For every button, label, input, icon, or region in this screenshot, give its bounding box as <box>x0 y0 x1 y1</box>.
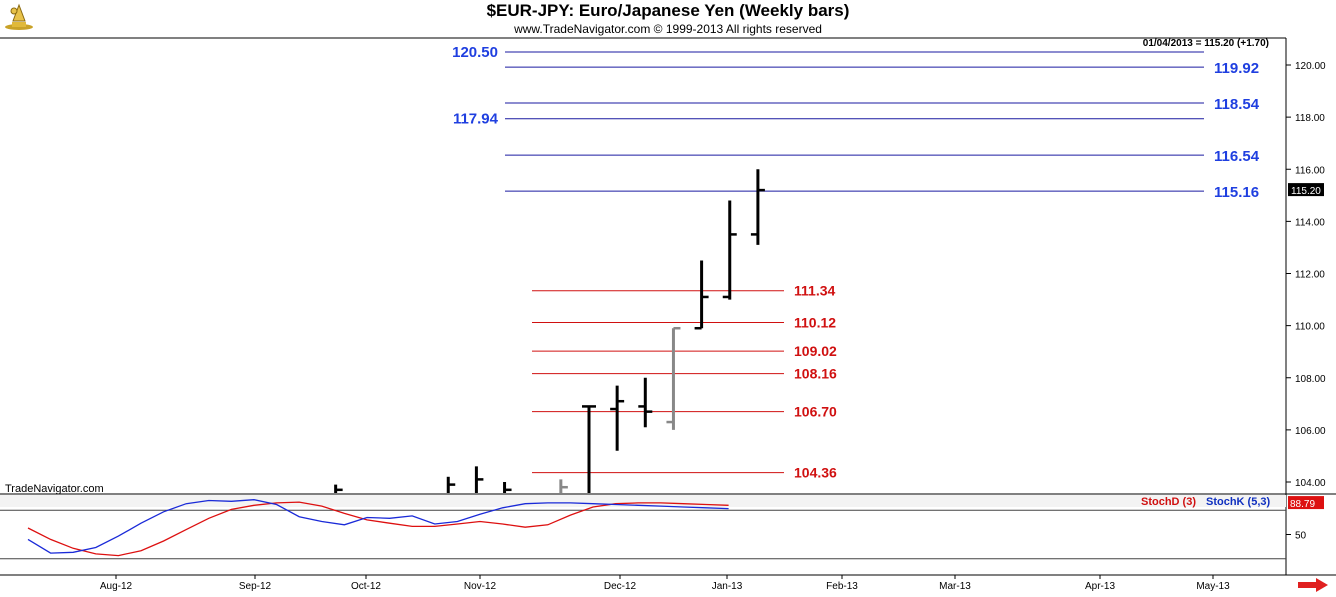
stochk-legend: StochK (5,3) <box>1206 496 1271 508</box>
time-tick-label: Apr-13 <box>1085 581 1115 592</box>
resistance-label: 115.16 <box>1214 184 1259 201</box>
support-label: 111.34 <box>794 283 835 299</box>
last-price-tag <box>1288 183 1324 197</box>
stoch-tick-label: 50 <box>1295 531 1307 542</box>
trade-navigator-logo-icon <box>2 2 36 32</box>
support-label: 108.16 <box>794 366 837 382</box>
price-tick-label: 104.00 <box>1295 478 1326 489</box>
copyright-text: www.TradeNavigator.com © 1999-2013 All r… <box>514 22 822 36</box>
last-price-tag-label: 115.20 <box>1291 186 1321 197</box>
time-tick-label: May-13 <box>1196 581 1230 592</box>
time-tick-label: Nov-12 <box>464 581 497 592</box>
resistance-label: 119.92 <box>1214 60 1259 77</box>
last-price-info: 01/04/2013 = 115.20 (+1.70) <box>1143 38 1269 49</box>
support-label: 106.70 <box>794 404 837 420</box>
resistance-label: 120.50 <box>452 44 498 61</box>
resistance-label: 118.54 <box>1214 96 1260 113</box>
price-tick-label: 108.00 <box>1295 374 1326 385</box>
stochd-legend: StochD (3) <box>1141 496 1196 508</box>
time-tick-label: Jan-13 <box>712 581 743 592</box>
watermark-text: TradeNavigator.com <box>5 483 104 495</box>
time-tick-label: Dec-12 <box>604 581 637 592</box>
time-tick-label: Feb-13 <box>826 581 858 592</box>
time-tick-label: Mar-13 <box>939 581 971 592</box>
indicator-header-strip <box>0 495 1286 507</box>
time-tick-label: Oct-12 <box>351 581 381 592</box>
price-tick-label: 110.00 <box>1295 322 1325 333</box>
support-label: 110.12 <box>794 314 836 330</box>
price-tick-label: 112.00 <box>1295 270 1325 281</box>
support-label: 109.02 <box>794 343 837 359</box>
price-tick-label: 106.00 <box>1295 426 1326 437</box>
time-tick-label: Aug-12 <box>100 581 133 592</box>
stoch-k-line <box>27 499 729 554</box>
price-tick-label: 120.00 <box>1295 61 1326 72</box>
chart-title: $EUR-JPY: Euro/Japanese Yen (Weekly bars… <box>486 1 850 20</box>
time-tick-label: Sep-12 <box>239 581 272 592</box>
support-label: 104.36 <box>794 465 837 481</box>
scroll-right-arrow-icon[interactable] <box>1298 578 1330 597</box>
price-tick-label: 118.00 <box>1295 113 1325 124</box>
resistance-label: 117.94 <box>453 111 499 128</box>
price-tick-label: 116.00 <box>1295 165 1325 176</box>
resistance-label: 116.54 <box>1214 148 1260 165</box>
price-tick-label: 114.00 <box>1295 217 1325 228</box>
stoch-value-tag <box>1288 496 1324 510</box>
stoch-value-tag-label: 88.79 <box>1290 499 1315 510</box>
